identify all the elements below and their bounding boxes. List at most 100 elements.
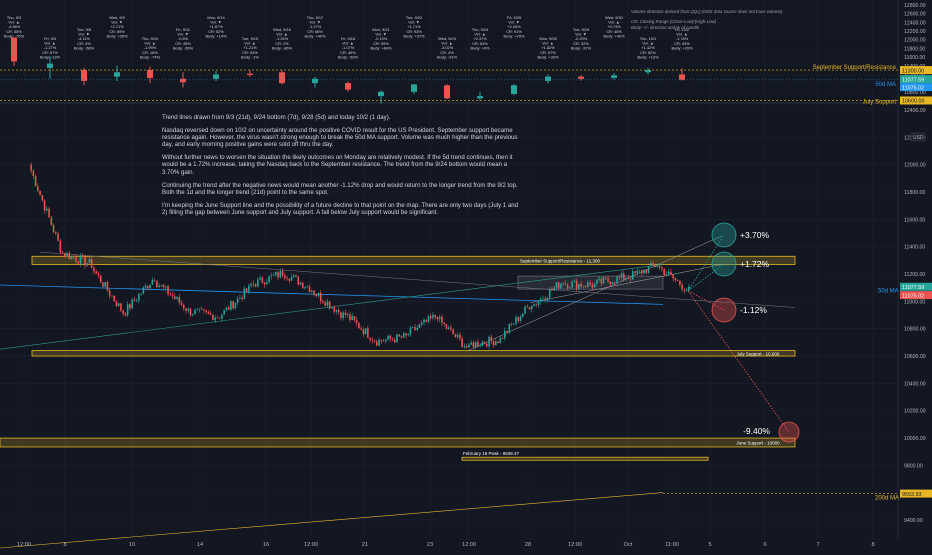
candle-body: [174, 296, 176, 299]
top-ma50-tag-bg: [900, 83, 932, 92]
candle-body: [409, 327, 412, 335]
x-tick: 11:00: [665, 542, 679, 548]
candle-body: [351, 316, 353, 320]
daily-candle: [247, 73, 253, 75]
candle-body: [151, 279, 154, 285]
projections: +3.70% +1.72% -1.12% -9.40%: [687, 222, 800, 443]
candle-body: [389, 335, 392, 339]
candle-body: [378, 339, 380, 346]
candle-body: [216, 317, 219, 319]
day-stat-text: +1.87%: [209, 24, 223, 29]
y-tick: 10400.00: [904, 381, 926, 387]
candle-body: [432, 314, 434, 319]
candle-body: [402, 333, 405, 338]
candle-body: [70, 255, 73, 259]
candle-body: [221, 314, 223, 319]
candle-body: [207, 312, 210, 314]
candle-body: [79, 255, 82, 264]
candle-body: [688, 286, 690, 291]
candle-body: [472, 342, 475, 348]
top-price-tag: 11077.59: [902, 77, 924, 83]
candle-body: [41, 195, 44, 201]
x-tick: 14: [197, 542, 203, 548]
day-stat-text: CR: 58%: [6, 29, 22, 34]
candle-body: [245, 288, 248, 292]
candle-body: [120, 303, 122, 311]
candle-body: [555, 282, 558, 288]
day-stat-text: Body: -58%: [74, 45, 95, 50]
candle-body: [658, 266, 661, 268]
candle-body: [140, 293, 142, 295]
candle-body: [575, 280, 578, 289]
candle-body: [647, 266, 650, 273]
candle-body: [508, 324, 511, 333]
candle-body: [158, 285, 160, 287]
x-tick: 7: [816, 542, 819, 548]
x-tick: Oct: [624, 542, 633, 548]
price-tag-bg: [900, 282, 932, 291]
candle-body: [187, 308, 190, 311]
day-stat-text: -3.02%: [441, 45, 454, 50]
candle-body: [156, 280, 158, 287]
day-stat-text: +2.71%: [110, 24, 124, 29]
candle-body: [360, 328, 362, 330]
projection-circle: [711, 251, 737, 277]
day-stat-text: Body: +13%: [637, 54, 659, 59]
candle-body: [259, 277, 261, 280]
day-stat-text: CR: 54%: [242, 50, 258, 55]
candle-body: [297, 276, 300, 285]
projection-label: +1.72%: [740, 259, 770, 269]
projection-label: -1.12%: [740, 305, 767, 315]
daily-candle: [312, 78, 318, 84]
candle-body: [479, 345, 481, 347]
candle-body: [661, 267, 663, 269]
candle-body: [115, 301, 118, 307]
day-stat-text: Body: +40%: [304, 33, 326, 38]
candle-body: [548, 289, 551, 298]
day-stat-text: Body: +20%: [671, 45, 693, 50]
day-stat-text: Body: -76%: [4, 33, 25, 38]
day-stat-text: -1.25%: [276, 36, 289, 41]
candle-body: [382, 341, 385, 342]
zone-label: September Support/Resistance - 11,300: [520, 258, 600, 263]
day-stat-text: Mon, 9/21: [372, 27, 389, 32]
candle-body: [425, 319, 428, 322]
candle-body: [230, 301, 232, 310]
candle-body: [371, 339, 374, 341]
candle-body: [135, 300, 138, 302]
zone-label: June Support - 10000: [736, 441, 780, 446]
candle-body: [46, 208, 48, 211]
candle-body: [542, 298, 544, 300]
day-stat-text: CR: 67%: [42, 50, 58, 55]
candle-body: [396, 334, 398, 343]
candle-body: [250, 283, 252, 286]
day-stat-text: Thu, 10/1: [640, 36, 656, 41]
ma200-tag: 9593.93: [902, 492, 922, 498]
source-note: Volume direction derived from QQQ (NDX d…: [631, 9, 811, 31]
candle-body: [569, 287, 571, 289]
day-stat-text: Fri, 9/25: [507, 15, 521, 20]
day-stat-text: Vol: ▲: [276, 32, 288, 37]
trend-lines: [0, 235, 898, 549]
day-stat-text: Body: -37%: [571, 45, 592, 50]
day-stat-text: +1.82%: [541, 45, 555, 50]
day-stat-text: Vol: ▲: [608, 20, 620, 25]
candle-body: [77, 261, 80, 264]
projection-circle: [778, 421, 800, 443]
candle-body: [578, 283, 580, 289]
candle-body: [362, 329, 365, 335]
daily-candle: [213, 74, 219, 79]
candle-body: [225, 307, 228, 310]
candle-body: [634, 271, 636, 274]
y-tick: 11800.00: [904, 190, 925, 196]
top-july-tag-bg: [900, 96, 932, 105]
day-stat-text: +0.74%: [607, 24, 621, 29]
candle-body: [30, 164, 32, 171]
candle-body: [427, 316, 430, 322]
day-stat-text: CR: 45%: [175, 41, 191, 46]
candle-body: [434, 314, 436, 318]
candle-body: [672, 274, 674, 279]
candle-body: [611, 282, 614, 285]
day-stat-text: Wed, 9/30: [605, 15, 623, 20]
note-paragraph: I'm keeping the June Support line and th…: [162, 201, 519, 216]
